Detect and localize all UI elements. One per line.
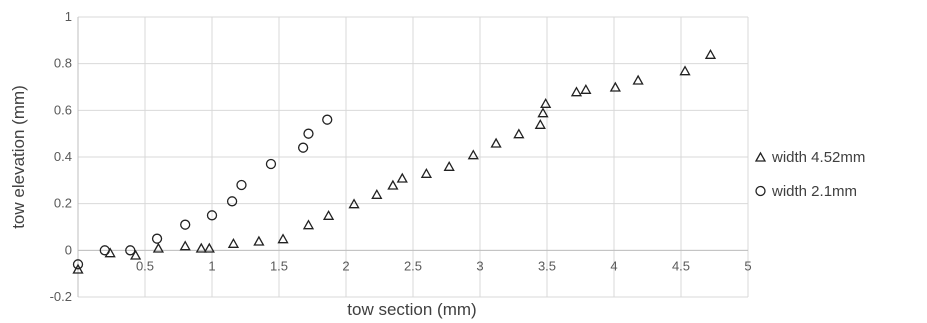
data-point-circle [265,158,277,170]
data-point-triangle [513,128,525,139]
data-point-triangle [490,137,502,148]
data-point-triangle [443,161,455,171]
data-point-triangle [534,119,546,129]
data-points [72,49,717,274]
data-point-triangle [72,263,84,274]
x-tick-label: 2.5 [404,258,422,273]
y-tick-label: 0.4 [54,149,72,164]
data-point-triangle [467,149,479,160]
data-point-triangle [609,81,621,92]
data-point-circle [180,219,191,230]
y-tick-labels: 1 0.8 0.6 0.4 0.2 0 -0.2 [50,9,72,304]
x-tick-label: 0.5 [136,258,154,273]
data-point-triangle [679,65,691,76]
circle-marker-icon [755,185,766,197]
data-point-triangle [195,242,207,253]
x-tick-labels: 0.5 1 1.5 2 2.5 3 3.5 4 4.5 5 [136,258,752,273]
data-point-triangle [227,238,240,248]
legend-label-series-2: width 2.1mm [771,183,857,200]
data-point-circle [72,259,84,270]
data-point-triangle [570,86,583,97]
data-point-triangle [396,172,408,183]
data-point-triangle [277,233,289,244]
data-point-circle [297,142,309,153]
y-tick-label: 1 [65,9,72,24]
y-tick-label: -0.2 [50,289,72,304]
triangle-marker-icon [754,151,767,162]
data-point-triangle [302,219,315,230]
data-point-triangle [632,74,644,85]
x-tick-label: 5 [744,258,751,273]
legend-item-circle: width 2.1mm [755,183,857,200]
y-tick-label: 0.8 [54,56,72,71]
x-tick-label: 3.5 [538,258,556,273]
legend-label-series-1: width 4.52mm [771,149,865,166]
y-axis-title: tow elevation (mm) [9,85,28,229]
data-point-circle [99,245,110,256]
legend-item-triangle: width 4.52mm [754,149,865,166]
data-point-circle [151,233,163,244]
data-point-circle [322,114,333,125]
data-point-triangle [104,247,116,258]
data-point-triangle [540,98,552,108]
x-tick-label: 4 [610,258,617,273]
x-axis-title: tow section (mm) [347,300,476,319]
data-point-circle [303,128,314,139]
data-point-triangle [537,107,549,118]
data-point-triangle [152,242,165,253]
data-point-circle [226,196,238,207]
data-point-triangle [179,240,191,251]
data-point-triangle [130,249,142,260]
data-point-circle [206,210,218,221]
data-point-circle [236,179,247,191]
data-point-triangle [580,84,592,94]
data-point-triangle [420,168,433,178]
data-point-triangle [387,179,399,190]
data-point-triangle [348,198,360,209]
x-tick-label: 3 [476,258,483,273]
x-tick-label: 2 [342,258,349,273]
data-point-triangle [371,189,383,199]
data-point-triangle [322,210,335,220]
grid [77,16,749,298]
data-point-triangle [203,242,215,253]
legend: width 4.52mm width 2.1mm [754,149,865,200]
y-tick-label: 0.6 [54,102,72,117]
data-point-triangle [704,49,717,59]
data-point-triangle [253,235,265,246]
x-tick-label: 1.5 [270,258,288,273]
data-point-circle [125,245,136,256]
x-tick-label: 1 [208,258,215,273]
y-tick-label: 0.2 [54,196,72,211]
y-tick-label: 0 [65,242,72,257]
x-tick-label: 4.5 [672,258,690,273]
